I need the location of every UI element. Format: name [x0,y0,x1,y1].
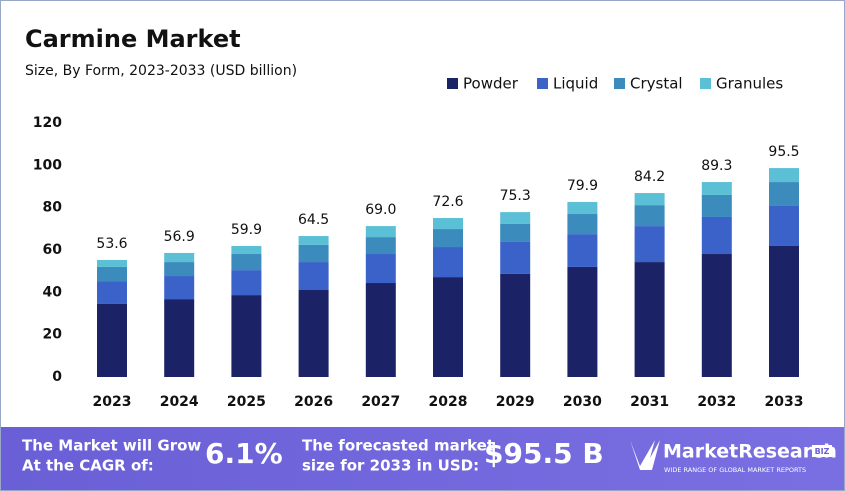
x-tick-label: 2030 [563,394,602,410]
logo-tagline: WIDE RANGE OF GLOBAL MARKET REPORTS [664,466,806,474]
bar-segment [701,254,732,377]
bar-segment [97,259,127,267]
bar-segment [433,247,463,278]
bar-segment [298,244,329,263]
y-tick-label: 0 [52,369,62,385]
x-tick-label: 2028 [429,394,468,410]
bar-segment [567,266,598,377]
bar-segment [298,290,329,377]
legend-swatch [700,78,711,89]
bar-segment [634,262,665,377]
total-label: 59.9 [231,222,262,238]
x-tick-label: 2024 [160,394,199,410]
x-tick-label: 2026 [294,394,333,410]
bar-segment [231,245,262,255]
logo-badge-box [812,445,832,457]
bar-segment [365,254,396,284]
forecast-text: size for 2033 in USD: [302,457,479,475]
bar-segment [164,252,195,263]
bar-segment [164,276,195,300]
bar-segment [231,270,262,296]
cagr-value: 6.1% [205,437,283,470]
cagr-text: The Market will Grow [22,437,201,455]
x-tick-label: 2032 [697,394,736,410]
bar-segment [769,245,799,377]
bar-segment [500,212,531,224]
bar-segment [634,193,665,206]
footer-band [1,427,844,490]
bar-segment [97,281,127,304]
logo-name: MarketResearch [663,441,837,463]
x-tick-label: 2025 [227,394,266,410]
legend-label: Powder [463,75,519,93]
y-tick-label: 80 [43,200,63,216]
total-label: 69.0 [365,202,396,218]
bar-segment [769,205,799,246]
bar-segment [567,201,598,215]
y-tick-label: 40 [43,284,63,300]
legend-swatch [614,78,625,89]
total-label: 56.9 [164,229,195,245]
legend-label: Crystal [630,75,683,93]
legend-swatch [537,78,548,89]
bar-segment [298,262,329,291]
x-tick-label: 2029 [496,394,535,410]
bar-segment [365,237,396,255]
x-tick-label: 2033 [765,394,804,410]
total-label: 75.3 [500,188,531,204]
bar-segment [634,226,665,263]
bar-segment [634,205,665,227]
bar-segment [365,226,396,238]
x-tick-label: 2031 [630,394,669,410]
bar-segment [500,241,531,274]
bar-segment [298,236,329,245]
bar-segment [567,214,598,235]
logo-badge: BIZ [815,447,830,456]
bar-segment [500,273,531,377]
cagr-text: At the CAGR of: [22,457,154,475]
total-label: 72.6 [432,194,463,210]
legend-label: Liquid [553,75,598,93]
total-label: 53.6 [96,236,127,252]
bar-segment [97,303,127,377]
bar-segment [433,218,463,230]
bar-segment [97,266,127,282]
bar-segment [701,182,732,195]
bar-segment [769,168,799,183]
bar-segment [701,216,732,255]
bar-segment [567,234,598,267]
legend-swatch [447,78,458,89]
total-label: 95.5 [768,144,799,160]
forecast-value: $95.5 B [484,437,604,470]
bar-segment [365,283,396,377]
logo-icon [630,440,660,470]
bar-segment [164,262,195,277]
bar-segment [164,299,195,377]
y-tick-label: 120 [33,115,62,131]
y-tick-label: 100 [33,157,62,173]
bar-segment [231,295,262,377]
bar-segment [433,277,463,377]
x-tick-label: 2023 [93,394,132,410]
forecast-text: The forecasted market [302,437,494,455]
bar-segment [701,194,732,217]
y-tick-label: 20 [43,327,63,343]
legend-label: Granules [716,75,783,93]
chart-title: Carmine Market [25,25,241,53]
bar-segment [231,254,262,271]
total-label: 89.3 [701,158,732,174]
x-tick-label: 2027 [361,394,400,410]
chart-subtitle: Size, By Form, 2023-2033 (USD billion) [25,63,297,79]
bar-segment [500,223,531,242]
bar-segment [769,182,799,206]
total-label: 84.2 [634,169,665,185]
total-label: 64.5 [298,212,329,228]
y-tick-label: 60 [43,242,63,258]
bar-segment [433,229,463,248]
total-label: 79.9 [567,178,598,194]
